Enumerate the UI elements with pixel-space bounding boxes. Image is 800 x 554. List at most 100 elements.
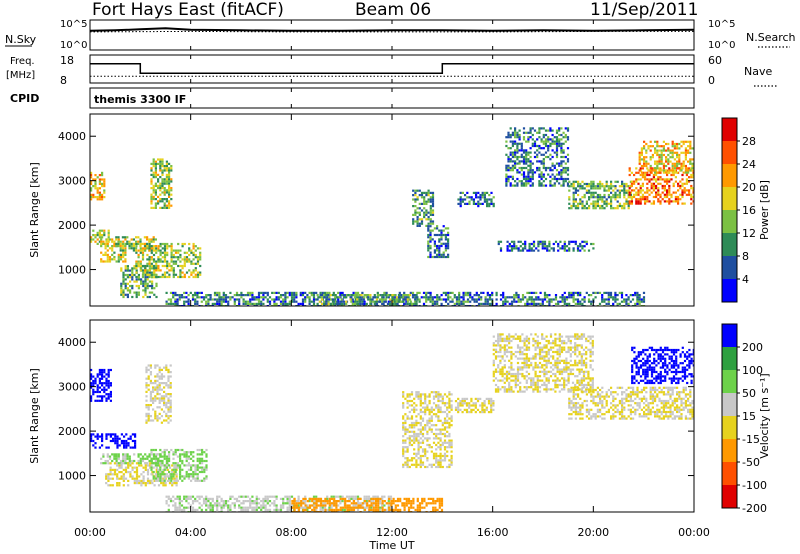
heatmap-cell [564,171,567,174]
heatmap-cell [151,280,154,283]
heatmap-cell [299,294,302,297]
heatmap-cell [605,291,608,294]
heatmap-cell [427,296,430,299]
heatmap-cell [129,269,132,272]
heatmap-cell [658,149,661,152]
heatmap-cell [665,158,668,161]
heatmap-cell [365,506,368,509]
heatmap-cell [553,166,556,170]
heatmap-cell [98,180,101,183]
heatmap-cell [533,129,537,132]
heatmap-cell [120,462,123,465]
heatmap-cell [284,495,287,498]
heatmap-cell [544,133,548,137]
heatmap-cell [109,471,112,474]
heatmap-cell [372,504,375,507]
heatmap-cell [159,165,162,168]
heatmap-cell [579,245,582,248]
heatmap-cell [165,162,168,165]
heatmap-cell [514,166,517,170]
heatmap-cell [202,296,206,299]
heatmap-cell [579,242,582,246]
heatmap-cell [365,497,368,500]
heatmap-cell [436,244,439,248]
heatmap-cell [669,156,672,159]
heatmap-cell [592,247,595,250]
heatmap-cell [508,296,511,299]
heatmap-cell [346,506,349,509]
heatmap-cell [511,166,514,170]
heatmap-cell [568,185,571,188]
heatmap-cell [135,468,139,471]
heatmap-cell [124,267,127,270]
heatmap-cell [126,295,129,299]
heatmap-cell [516,147,519,150]
heatmap-cell [188,242,191,246]
heatmap-cell [105,482,108,485]
heatmap-cell [163,182,166,185]
heatmap-cell [537,302,540,305]
heatmap-cell [537,298,540,301]
heatmap-cell [444,247,447,250]
heatmap-cell [530,298,533,301]
heatmap-cell [339,508,342,511]
heatmap-cell [100,242,103,245]
heatmap-cell [402,296,405,299]
heatmap-cell [249,497,252,500]
heatmap-cell [176,448,179,452]
heatmap-cell [101,397,104,400]
heatmap-cell [431,302,434,305]
heatmap-cell [548,294,551,297]
heatmap-cell [553,184,556,187]
heatmap-cell [165,412,168,415]
heatmap-cell [124,260,127,263]
heatmap-cell [172,269,175,272]
heatmap-cell [538,169,541,172]
heatmap-cell [440,236,443,239]
heatmap-cell [207,300,210,303]
heatmap-cell [286,500,289,503]
heatmap-cell [418,508,422,511]
heatmap-cell [367,497,371,500]
heatmap-cell [122,276,125,279]
heatmap-cell [510,247,514,250]
heatmap-cell [145,368,148,371]
heatmap-cell [152,273,156,276]
heatmap-cell [397,300,401,303]
heatmap-cell [115,260,118,263]
heatmap-cell [662,162,665,165]
heatmap-cell [648,189,651,192]
heatmap-cell [117,260,120,263]
heatmap-cell [332,302,335,305]
heatmap-cell [194,273,197,276]
heatmap-cell [328,298,331,301]
heatmap-cell [596,185,599,188]
heatmap-cell [108,247,112,250]
heatmap-cell [354,495,357,498]
heatmap-cell [108,238,112,241]
heatmap-cell [165,459,168,463]
heatmap-cell [623,191,626,194]
heatmap-cell [410,424,414,427]
heatmap-cell [159,275,162,279]
heatmap-cell [152,271,156,274]
heatmap-cell [423,198,426,201]
heatmap-cell [326,495,329,498]
heatmap-cell [146,282,149,285]
heatmap-cell [185,473,188,476]
heatmap-cell [169,393,172,396]
heatmap-cell [641,198,644,201]
heatmap-cell [687,149,690,152]
heatmap-cell [568,207,571,210]
heatmap-cell [172,294,175,297]
heatmap-cell [330,506,333,509]
heatmap-cell [541,302,544,305]
heatmap-cell [173,471,176,474]
heatmap-cell [568,196,571,199]
heatmap-cell [529,171,532,174]
heatmap-cell [673,151,676,154]
heatmap-cell [111,247,114,250]
heatmap-cell [172,475,175,478]
heatmap-cell [561,300,564,303]
heatmap-cell [629,191,632,194]
